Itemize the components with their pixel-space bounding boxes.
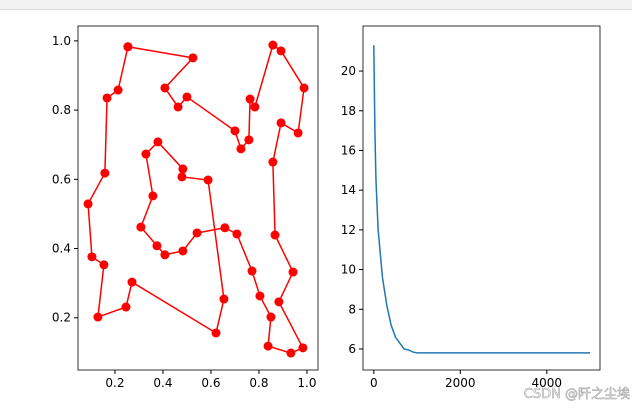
- y-tick-label: 14: [341, 183, 356, 197]
- y-tick-label: 12: [341, 223, 356, 237]
- x-tick-label: 2000: [445, 376, 476, 390]
- y-tick-label: 0.8: [52, 103, 71, 117]
- y-tick-label: 8: [348, 302, 356, 316]
- watermark: CSDN @阡之尘埃: [524, 387, 630, 402]
- marker: [177, 172, 187, 182]
- marker: [211, 328, 221, 338]
- marker: [182, 92, 192, 102]
- y-tick-label: 18: [341, 104, 356, 118]
- marker: [230, 126, 240, 136]
- y-tick-label: 0.6: [52, 172, 71, 186]
- marker: [123, 42, 133, 52]
- marker: [152, 241, 162, 251]
- marker: [288, 267, 298, 277]
- marker: [83, 199, 93, 209]
- marker: [178, 246, 188, 256]
- marker: [153, 137, 163, 147]
- marker: [276, 118, 286, 128]
- marker: [270, 230, 280, 240]
- marker: [178, 164, 188, 174]
- marker: [232, 229, 242, 239]
- marker: [127, 277, 137, 287]
- marker: [219, 294, 229, 304]
- marker: [293, 128, 303, 138]
- axes-frame: [362, 25, 601, 371]
- y-tick-label: 16: [341, 143, 356, 157]
- marker: [121, 302, 131, 312]
- x-tick-label: 0.4: [153, 376, 172, 390]
- y-tick-label: 0.2: [52, 311, 71, 325]
- marker: [274, 297, 284, 307]
- x-tick-label: 4000: [532, 376, 563, 390]
- marker: [192, 228, 202, 238]
- marker: [148, 191, 158, 201]
- marker: [102, 93, 112, 103]
- x-tick-label: 1.0: [297, 376, 316, 390]
- marker: [245, 94, 255, 104]
- marker: [250, 102, 260, 112]
- marker: [100, 168, 110, 178]
- y-tick-label: 20: [341, 64, 356, 78]
- x-tick-label: 0.6: [201, 376, 220, 390]
- y-tick-label: 10: [341, 263, 356, 277]
- x-tick-label: 0.8: [249, 376, 268, 390]
- marker: [113, 85, 123, 95]
- marker: [136, 222, 146, 232]
- marker: [87, 252, 97, 262]
- marker: [236, 144, 246, 154]
- y-tick-label: 0.4: [52, 242, 71, 256]
- marker: [141, 149, 151, 159]
- marker: [247, 266, 257, 276]
- axes-frame: [77, 25, 319, 371]
- top-bar: [0, 0, 632, 9]
- marker: [263, 341, 273, 351]
- marker: [268, 40, 278, 50]
- marker: [160, 83, 170, 93]
- marker: [203, 175, 213, 185]
- x-tick-label: 0.2: [105, 376, 124, 390]
- marker: [244, 135, 254, 145]
- y-tick-label: 1.0: [52, 34, 71, 48]
- marker: [268, 157, 278, 167]
- marker: [99, 260, 109, 270]
- marker: [276, 46, 286, 56]
- marker: [266, 312, 276, 322]
- marker: [160, 250, 170, 260]
- marker: [286, 348, 296, 358]
- x-tick-label: 0: [370, 376, 378, 390]
- marker: [298, 343, 308, 353]
- marker: [220, 223, 230, 233]
- marker: [93, 312, 103, 322]
- y-tick-label: 6: [348, 342, 356, 356]
- line: [373, 45, 591, 354]
- marker: [255, 291, 265, 301]
- marker: [173, 102, 183, 112]
- marker: [299, 83, 309, 93]
- marker: [188, 53, 198, 63]
